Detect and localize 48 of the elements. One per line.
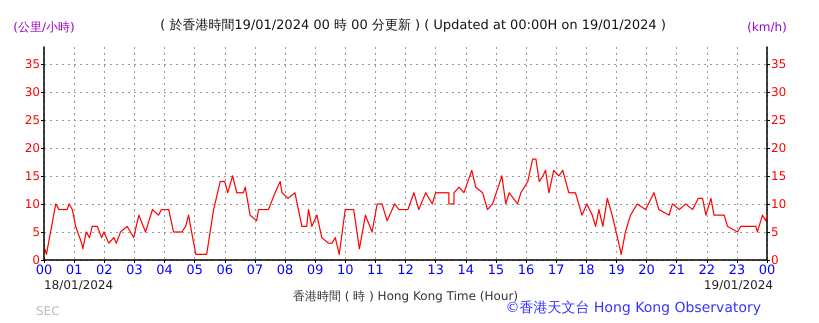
chart-title: ( 於香港時間19/01/2024 00 時 00 分更新 ) ( Updated at 00:00H on 19/01/2024 ) [160,18,666,33]
y2-tick-label: 15 [771,168,786,183]
x-axis-title: 香港時間 ( 時 ) Hong Kong Time (Hour) [292,289,518,303]
y2-tick-label: 30 [771,84,786,99]
y-tick-label: 15 [24,168,40,183]
y2-tick-label: 35 [771,56,786,71]
y2-tick-label: 5 [771,224,779,239]
x-tick-label: 14 [457,263,474,278]
x-tick-label: 10 [336,263,354,278]
y-tick-label: 5 [32,224,40,239]
x-tick-label: 03 [126,263,143,278]
x-tick-label: 19 [608,263,625,278]
x-tick-label: 21 [668,263,685,278]
text: 19/01/2024 [704,278,774,292]
x-tick-label: 11 [367,263,384,278]
x-tick-label: 23 [728,263,746,278]
line-series [44,158,768,255]
x-tick-label: 05 [186,263,203,278]
x-tick-label: 07 [246,263,264,278]
x-tick-label: 04 [156,263,173,278]
text: 18/01/2024 [44,278,114,292]
y-tick-label: 25 [24,112,40,127]
x-tick-label: 20 [638,263,655,278]
y2-tick-label: 25 [771,112,786,127]
x-tick-label: 09 [306,263,324,278]
x-tick-label: 01 [66,263,82,278]
x-tick-label: 00 [758,263,776,278]
x-tick-label: 13 [427,263,444,278]
x-tick-label: 22 [698,263,716,278]
text: ©香港天文台 Hong Kong Observatory [505,300,762,316]
y2-tick-label: 20 [771,140,786,155]
y-tick-label: 20 [24,140,40,155]
x-tick-label: 18 [578,263,595,278]
y-tick-label: 35 [24,56,40,71]
y2-tick-label: 10 [771,196,786,211]
x-tick-label: 06 [216,263,234,278]
x-tick-label: 16 [518,263,534,278]
x-tick-label: 08 [276,263,294,278]
y2-axis-title: (km/h) [747,20,787,34]
x-tick-label: 00 [36,263,52,278]
y-tick-label: 10 [24,196,40,211]
x-tick-label: 02 [96,263,113,278]
x-tick-label: 17 [548,263,564,278]
x-tick-label: 12 [397,263,414,278]
y-tick-label: 30 [24,84,40,99]
x-tick-label: 15 [488,263,504,278]
text: SEC [36,304,60,318]
y-axis-title: (公里/小時) [13,20,75,34]
